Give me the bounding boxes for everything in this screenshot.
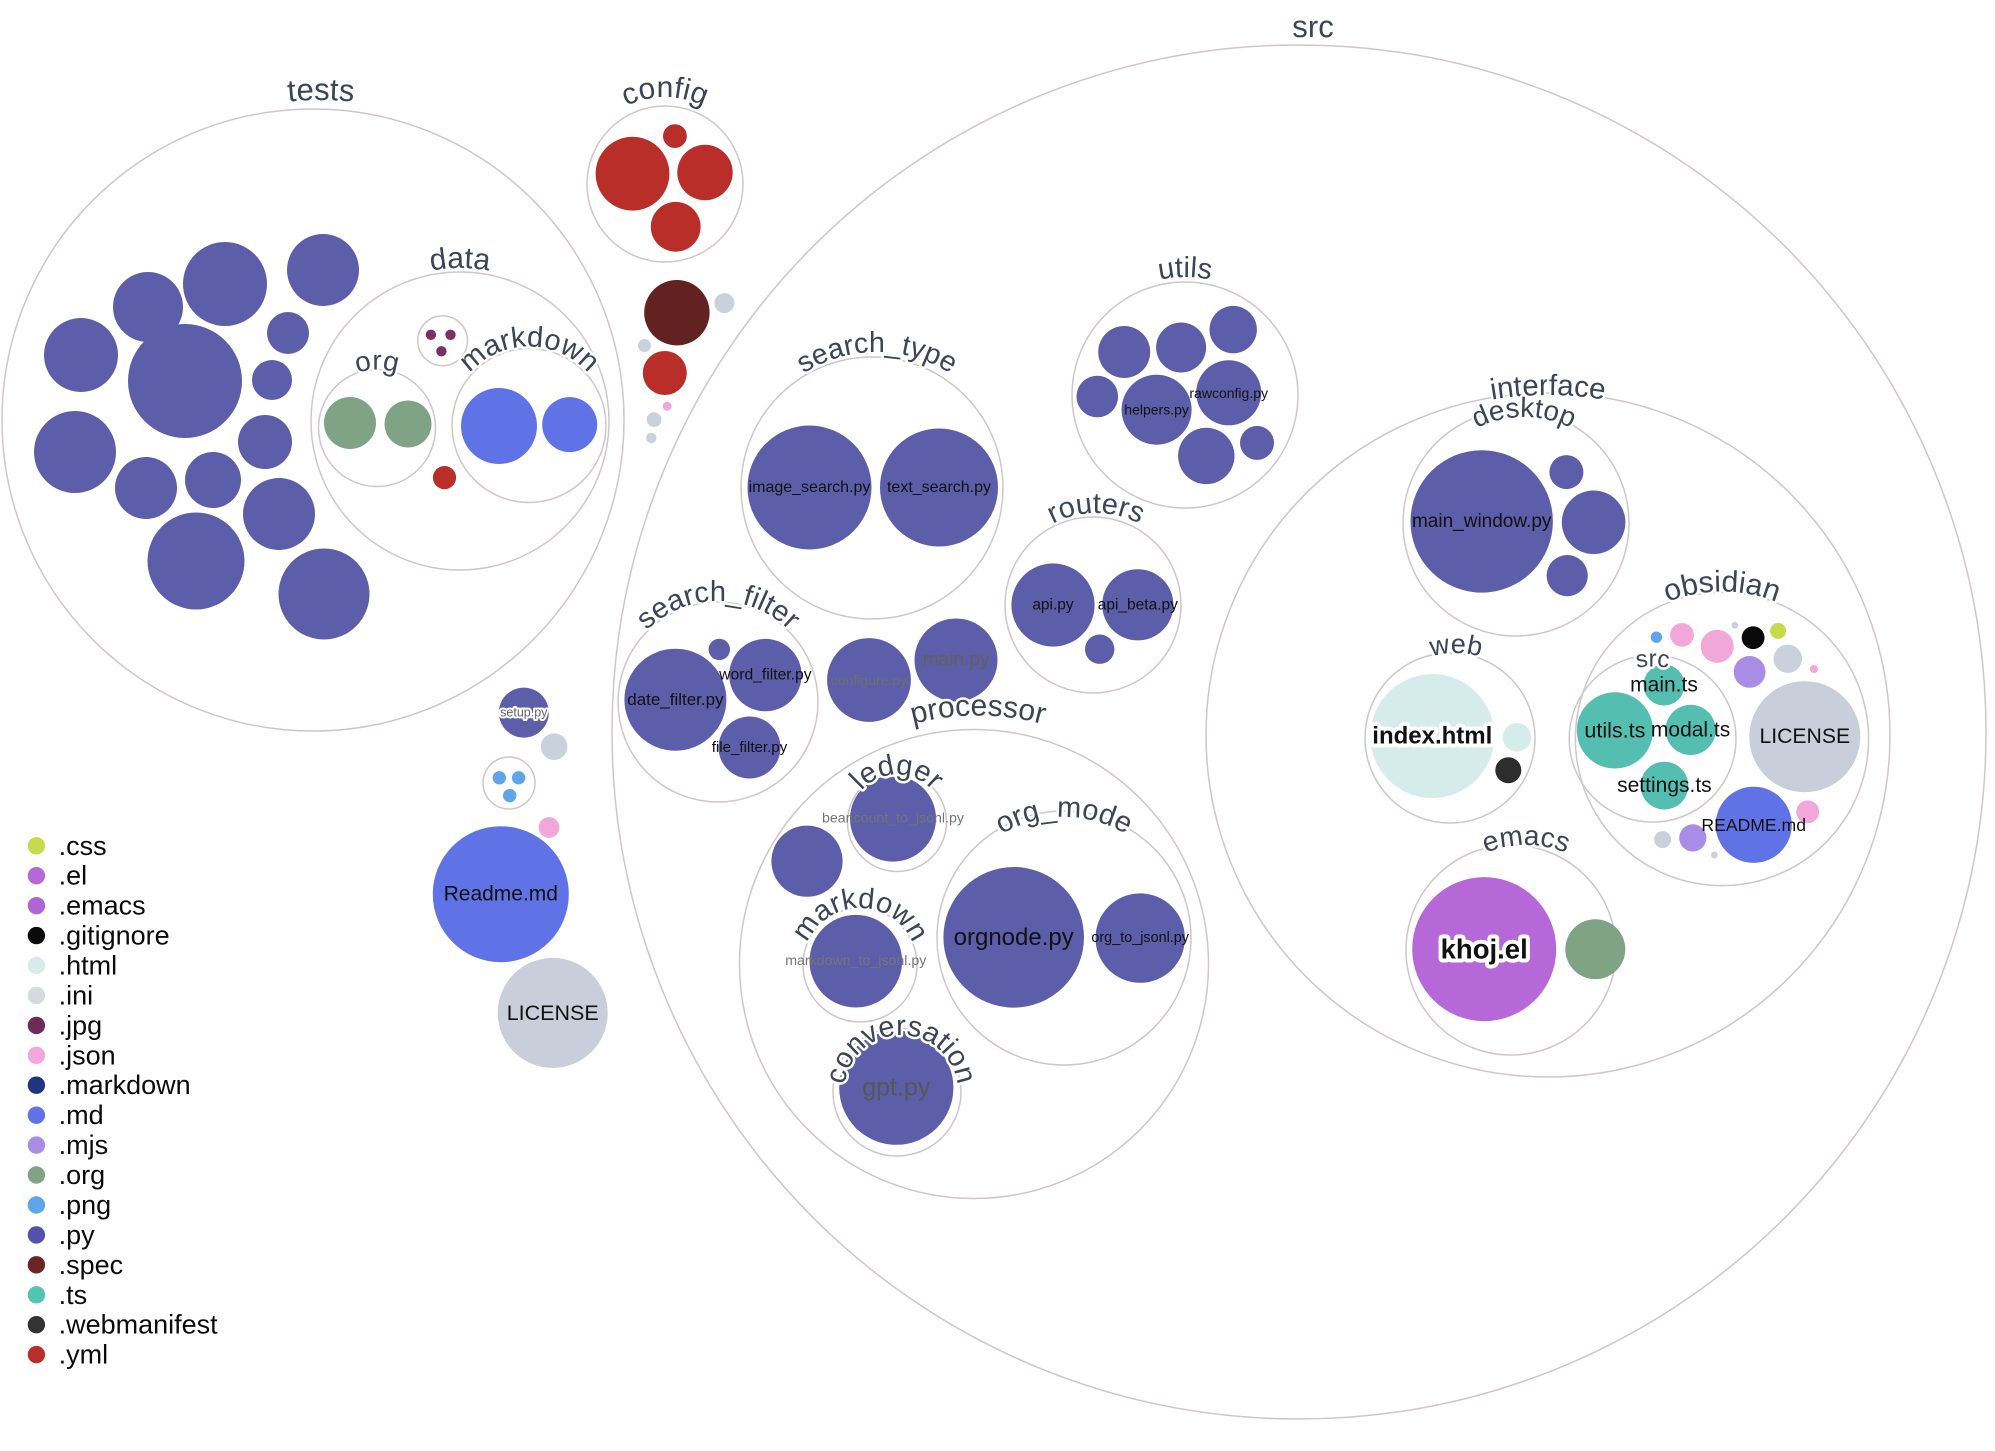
svg-text:file_filter.py: file_filter.py xyxy=(712,739,788,756)
svg-text:.gitignore: .gitignore xyxy=(59,921,170,951)
svg-text:.ts: .ts xyxy=(59,1280,88,1310)
svg-text:configure.py: configure.py xyxy=(831,672,907,688)
svg-text:.yml: .yml xyxy=(59,1340,109,1370)
svg-text:api.py: api.py xyxy=(1032,597,1074,614)
svg-text:src: src xyxy=(1292,9,1334,44)
svg-text:beancount_to_jsonl.py: beancount_to_jsonl.py xyxy=(822,811,965,827)
svg-text:rawconfig.py: rawconfig.py xyxy=(1189,385,1268,401)
svg-text:.webmanifest: .webmanifest xyxy=(59,1310,219,1340)
svg-text:text_search.py: text_search.py xyxy=(887,479,991,496)
svg-text:data: data xyxy=(427,242,492,278)
svg-text:Readme.md: Readme.md xyxy=(444,883,558,906)
svg-text:khoj.el: khoj.el xyxy=(1441,934,1528,965)
svg-text:setup.py: setup.py xyxy=(500,706,548,720)
svg-text:LICENSE: LICENSE xyxy=(1759,725,1850,748)
svg-text:src: src xyxy=(1634,645,1671,673)
svg-text:tests: tests xyxy=(286,72,356,109)
svg-text:main.py: main.py xyxy=(923,650,990,671)
svg-text:helpers.py: helpers.py xyxy=(1124,402,1189,418)
svg-text:.markdown: .markdown xyxy=(59,1070,191,1100)
svg-text:.ini: .ini xyxy=(59,980,94,1010)
svg-text:.el: .el xyxy=(59,861,88,891)
svg-text:orgnode.py: orgnode.py xyxy=(954,924,1074,951)
svg-text:.mjs: .mjs xyxy=(59,1130,109,1160)
svg-text:.py: .py xyxy=(59,1220,96,1250)
svg-text:web: web xyxy=(1426,629,1485,662)
svg-text:modal.ts: modal.ts xyxy=(1651,718,1730,741)
svg-text:utils.ts: utils.ts xyxy=(1584,718,1645,742)
svg-text:.json: .json xyxy=(59,1040,116,1070)
svg-text:.css: .css xyxy=(59,831,107,861)
svg-text:LICENSE: LICENSE xyxy=(507,1001,599,1025)
svg-text:.emacs: .emacs xyxy=(59,891,146,921)
svg-text:main_window.py: main_window.py xyxy=(1412,511,1552,532)
svg-text:api_beta.py: api_beta.py xyxy=(1098,596,1178,613)
svg-text:.html: .html xyxy=(59,951,118,981)
svg-text:org_to_jsonl.py: org_to_jsonl.py xyxy=(1091,930,1189,946)
svg-text:.jpg: .jpg xyxy=(59,1010,103,1040)
svg-text:.spec: .spec xyxy=(59,1250,124,1280)
svg-text:date_filter.py: date_filter.py xyxy=(627,690,724,709)
svg-text:image_search.py: image_search.py xyxy=(749,479,871,496)
svg-text:README.md: README.md xyxy=(1701,815,1806,835)
svg-text:org: org xyxy=(352,345,402,379)
svg-text:settings.ts: settings.ts xyxy=(1617,774,1712,797)
svg-text:.org: .org xyxy=(59,1160,106,1190)
svg-text:interface: interface xyxy=(1488,369,1608,407)
svg-text:.md: .md xyxy=(59,1100,104,1130)
svg-text:.png: .png xyxy=(59,1190,112,1220)
svg-text:main.ts: main.ts xyxy=(1630,674,1698,697)
svg-text:index.html: index.html xyxy=(1372,723,1492,750)
svg-text:utils: utils xyxy=(1156,252,1215,287)
svg-text:markdown_to_jsonl.py: markdown_to_jsonl.py xyxy=(785,953,927,969)
svg-text:word_filter.py: word_filter.py xyxy=(718,667,812,684)
svg-text:gpt.py: gpt.py xyxy=(862,1074,931,1102)
